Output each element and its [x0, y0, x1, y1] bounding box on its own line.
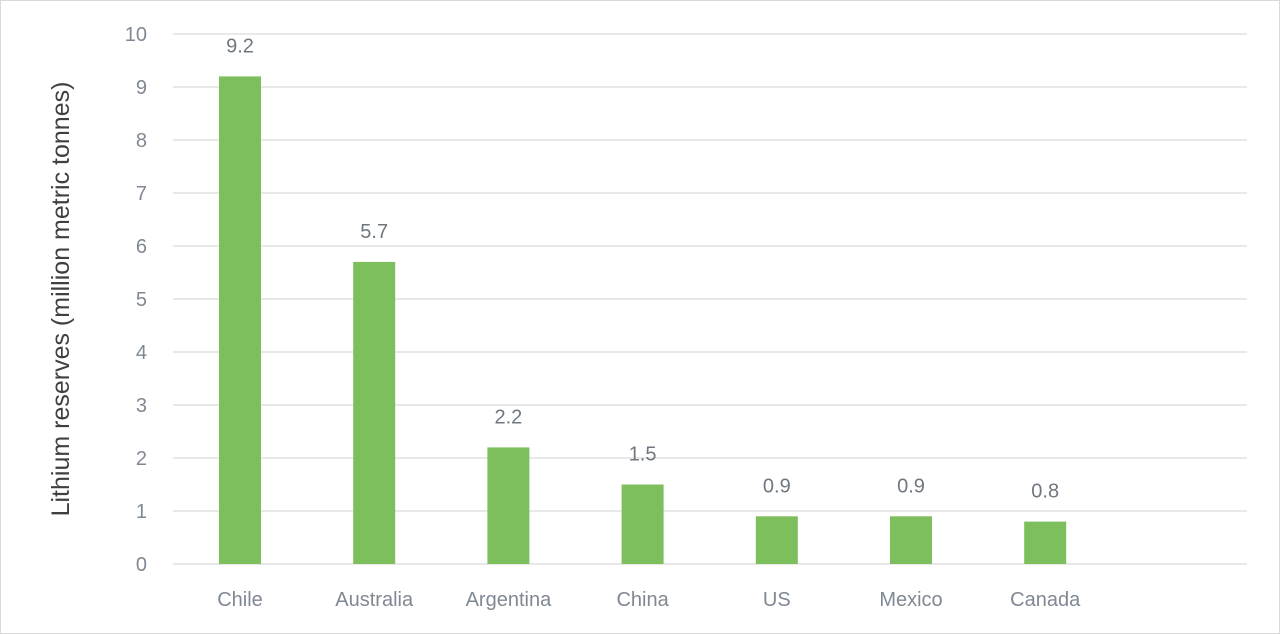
bar [621, 484, 664, 564]
y-tick-label: 9 [136, 77, 147, 99]
x-tick-label: Chile [217, 589, 263, 611]
data-labels: 9.2 5.7 2.2 1.5 0.9 0.9 0.8 [226, 35, 1059, 502]
data-label: 0.8 [1031, 481, 1059, 503]
data-label: 0.9 [763, 475, 791, 497]
x-tick-label: Australia [335, 589, 414, 611]
x-tick-label: China [616, 589, 669, 611]
x-tick-label: Argentina [466, 589, 552, 611]
data-label: 2.2 [494, 406, 522, 428]
data-label: 1.5 [629, 444, 657, 466]
y-tick-label: 7 [136, 183, 147, 205]
y-tick-label: 6 [136, 236, 147, 258]
y-tick-label: 2 [136, 448, 147, 470]
y-axis-ticks: 0 1 2 3 4 5 6 7 8 9 10 [125, 24, 147, 576]
y-tick-label: 0 [136, 554, 147, 576]
bar [219, 76, 261, 565]
bar [353, 261, 396, 564]
y-tick-label: 4 [136, 342, 147, 364]
bars [219, 76, 1067, 565]
x-tick-label: Canada [1010, 589, 1081, 611]
gridlines [173, 33, 1247, 565]
y-tick-label: 5 [136, 289, 147, 311]
y-tick-label: 3 [136, 395, 147, 417]
data-label: 0.9 [897, 475, 925, 497]
bar [1024, 521, 1067, 564]
y-tick-label: 1 [136, 501, 147, 523]
bar [890, 516, 932, 564]
x-axis-ticks: Chile Australia Argentina China US Mexico Cana… [217, 589, 1081, 611]
y-tick-label: 8 [136, 130, 147, 152]
data-label: 9.2 [226, 35, 254, 57]
x-tick-label: US [763, 589, 791, 611]
x-tick-label: Mexico [879, 589, 942, 611]
bar [487, 447, 530, 564]
y-axis-title: Lithium reserves (million metric tonnes) [47, 82, 75, 517]
y-tick-label: 10 [125, 24, 147, 46]
data-label: 5.7 [360, 221, 388, 243]
bar [755, 516, 798, 564]
